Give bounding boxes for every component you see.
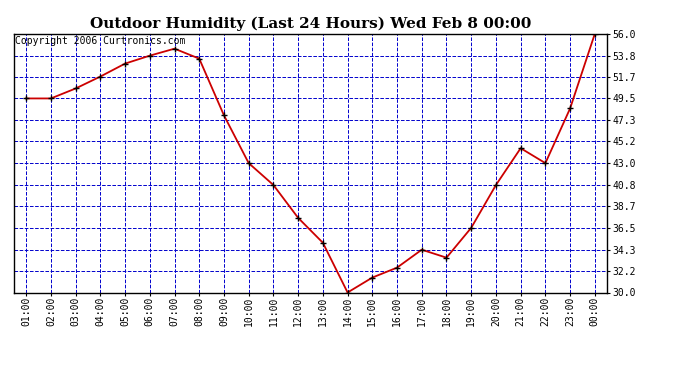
Title: Outdoor Humidity (Last 24 Hours) Wed Feb 8 00:00: Outdoor Humidity (Last 24 Hours) Wed Feb…: [90, 17, 531, 31]
Text: Copyright 2006 Curtronics.com: Copyright 2006 Curtronics.com: [15, 36, 186, 46]
